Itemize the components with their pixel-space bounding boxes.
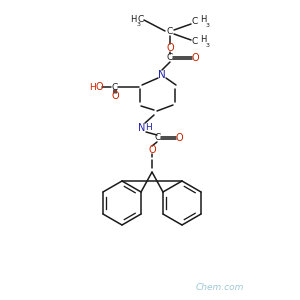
Text: O: O	[148, 145, 156, 155]
Text: O: O	[175, 133, 183, 143]
Text: O: O	[191, 53, 199, 63]
Text: H: H	[146, 124, 152, 133]
Text: C: C	[192, 38, 198, 46]
Text: 3: 3	[137, 22, 141, 27]
Text: H: H	[90, 82, 96, 91]
Text: C: C	[155, 134, 161, 142]
Text: O: O	[111, 91, 119, 101]
Text: N: N	[138, 123, 146, 133]
Text: O: O	[95, 82, 103, 92]
Text: 3: 3	[206, 43, 210, 48]
Text: C: C	[192, 17, 198, 26]
Text: H: H	[130, 14, 136, 23]
Text: C: C	[138, 14, 144, 23]
Text: H: H	[200, 35, 206, 44]
Text: 3: 3	[206, 23, 210, 28]
Text: H: H	[200, 16, 206, 25]
Text: C: C	[167, 53, 173, 62]
Text: O: O	[166, 43, 174, 53]
Text: C: C	[112, 82, 118, 91]
Text: Chem.com: Chem.com	[196, 284, 244, 292]
Text: N: N	[158, 70, 166, 80]
Text: C: C	[167, 28, 173, 37]
